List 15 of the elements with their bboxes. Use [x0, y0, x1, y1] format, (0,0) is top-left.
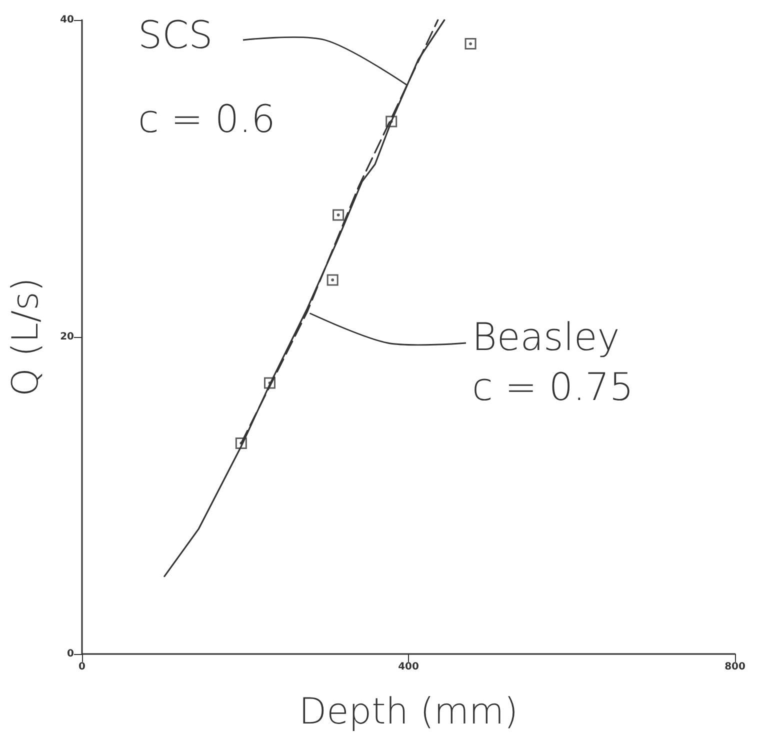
point	[326, 274, 338, 286]
point	[464, 38, 476, 50]
x-axis-title: Depth (mm)	[298, 692, 518, 732]
annotation: SCS	[138, 13, 213, 57]
point	[332, 209, 344, 221]
annotation: Beasley	[472, 315, 620, 359]
y-tick-label: 40	[60, 14, 74, 26]
x-tick-label: 400	[398, 662, 419, 672]
annotation: c = 0.6	[138, 97, 276, 141]
x-tick-label: 800	[724, 662, 746, 672]
annotation: c = 0.75	[472, 365, 634, 409]
y-axis-title: Q (L/s)	[6, 278, 46, 396]
y-tick-label: 0	[67, 648, 74, 660]
x-tick-label: 0	[78, 662, 86, 672]
y-tick-label: 20	[60, 332, 74, 342]
